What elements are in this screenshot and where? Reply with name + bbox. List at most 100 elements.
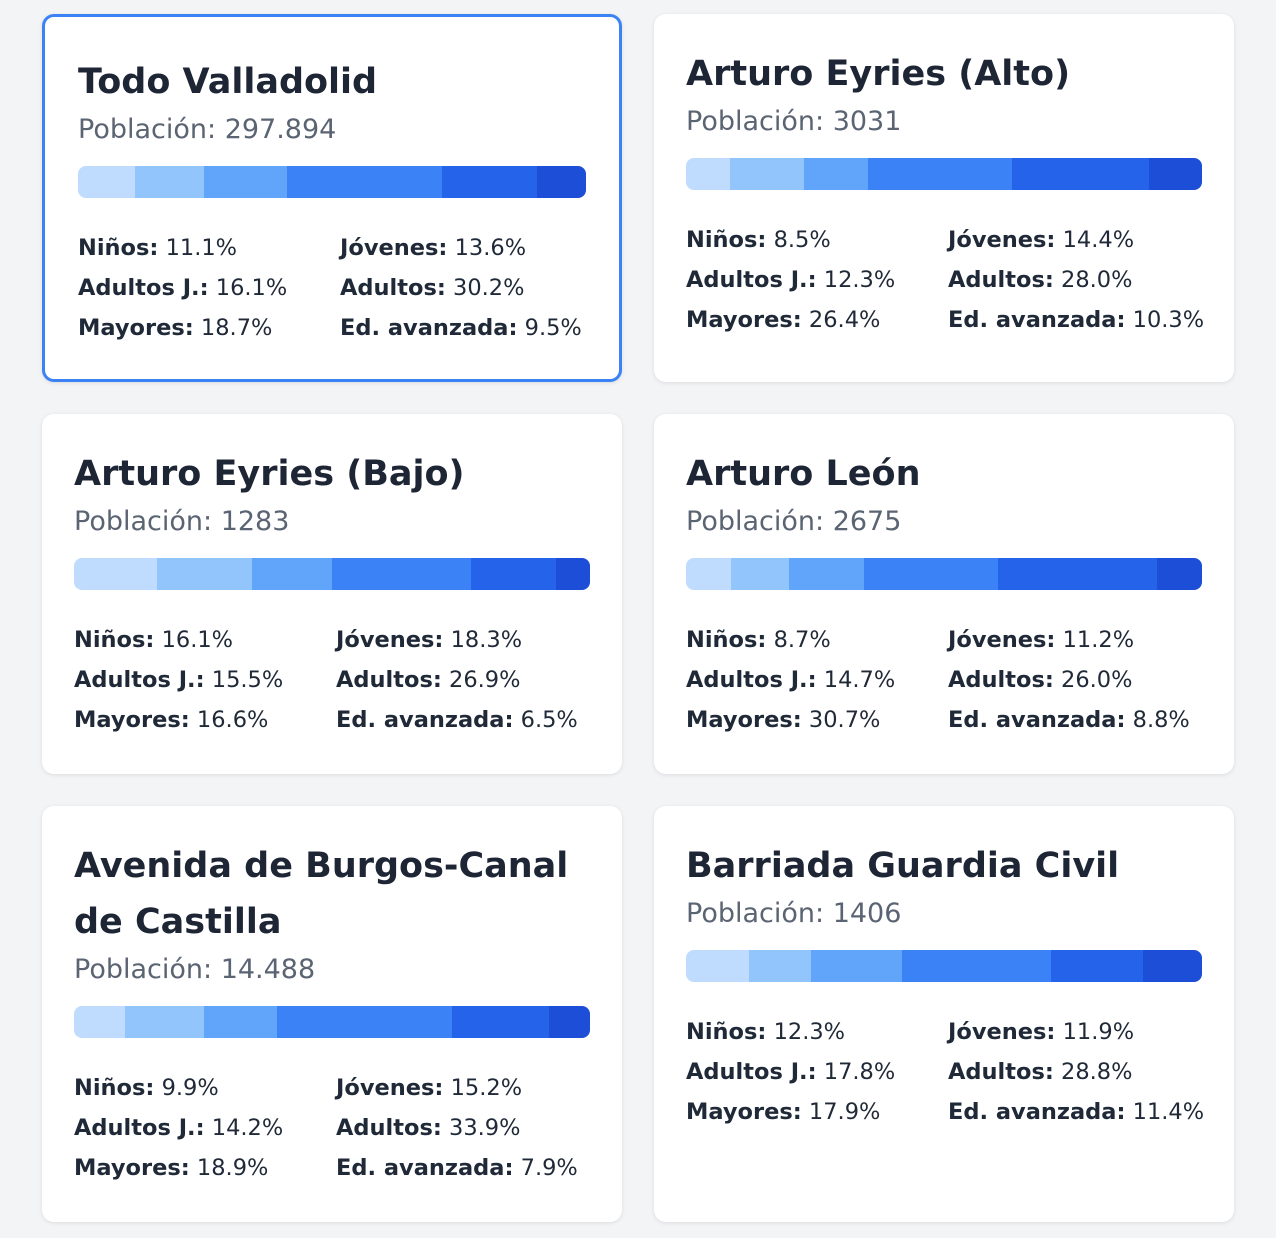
bar-segment-ninos — [74, 1006, 126, 1038]
bar-segment-ninos — [686, 950, 750, 982]
card-title: Arturo Eyries (Alto) — [686, 54, 1071, 94]
stat-adultos: Adultos: 28.0% — [948, 260, 1204, 300]
stat-adultos-j: Adultos J.: 14.7% — [686, 660, 948, 700]
stat-value: 16.1% — [215, 275, 288, 301]
bar-segment-ninos — [78, 166, 135, 198]
bar-segment-adultos-j — [251, 558, 332, 590]
stat-adultos-j: Adultos J.: 14.2% — [74, 1108, 336, 1148]
stat-label: Adultos J.: — [686, 1059, 817, 1085]
stat-jovenes: Jóvenes: 15.2% — [336, 1068, 590, 1108]
stat-label: Jóvenes: — [948, 627, 1056, 653]
stat-label: Adultos: — [336, 667, 442, 693]
population-label: Población: — [686, 506, 833, 537]
stat-value: 11.1% — [165, 235, 238, 261]
stat-label: Adultos: — [948, 667, 1054, 693]
stat-value: 26.4% — [808, 307, 881, 333]
age-distribution-bar — [686, 158, 1202, 190]
stat-ed-avanzada: Ed. avanzada: 10.3% — [948, 300, 1204, 340]
stat-label: Mayores: — [78, 315, 194, 341]
stat-adultos: Adultos: 30.2% — [340, 268, 586, 308]
stat-label: Ed. avanzada: — [340, 315, 518, 341]
stat-label: Adultos J.: — [78, 275, 209, 301]
population-value: 297.894 — [224, 114, 337, 145]
neighborhood-card[interactable]: Avenida de Burgos-Canal de Castilla Pobl… — [42, 806, 622, 1222]
stat-mayores: Mayores: 26.4% — [686, 300, 948, 340]
bar-segment-adultos — [331, 558, 471, 590]
bar-segment-ed-avanzada — [537, 166, 586, 198]
stat-label: Niños: — [74, 1075, 155, 1101]
stat-ed-avanzada: Ed. avanzada: 11.4% — [948, 1092, 1204, 1132]
population-text: Población: 14.488 — [74, 950, 590, 990]
stat-label: Jóvenes: — [948, 227, 1056, 253]
stat-mayores: Mayores: 16.6% — [74, 700, 336, 740]
stat-label: Adultos: — [340, 275, 446, 301]
bar-segment-mayores — [441, 166, 538, 198]
stat-label: Niños: — [686, 627, 767, 653]
population-value: 14.488 — [220, 954, 316, 985]
stat-value: 6.5% — [520, 707, 578, 733]
bar-segment-ninos — [74, 558, 158, 590]
stat-adultos-j: Adultos J.: 12.3% — [686, 260, 948, 300]
stat-adultos: Adultos: 26.0% — [948, 660, 1202, 700]
stat-label: Adultos J.: — [686, 267, 817, 293]
bar-segment-mayores — [1012, 158, 1149, 190]
stat-adultos: Adultos: 28.8% — [948, 1052, 1204, 1092]
stat-value: 16.1% — [161, 627, 234, 653]
neighborhood-card[interactable]: Arturo Eyries (Bajo) Población: 1283 Niñ… — [42, 414, 622, 774]
stat-ed-avanzada: Ed. avanzada: 6.5% — [336, 700, 590, 740]
stat-value: 15.5% — [211, 667, 284, 693]
stat-adultos: Adultos: 26.9% — [336, 660, 590, 700]
neighborhood-card[interactable]: Barriada Guardia Civil Población: 1406 N… — [654, 806, 1234, 1222]
bar-segment-adultos — [864, 558, 999, 590]
stat-ed-avanzada: Ed. avanzada: 9.5% — [340, 308, 586, 348]
stat-value: 30.7% — [808, 707, 881, 733]
stat-label: Mayores: — [74, 1155, 190, 1181]
population-value: 1406 — [832, 898, 902, 929]
stat-value: 11.4% — [1132, 1099, 1205, 1125]
stat-mayores: Mayores: 30.7% — [686, 700, 948, 740]
stat-value: 12.3% — [823, 267, 896, 293]
stat-jovenes: Jóvenes: 14.4% — [948, 220, 1204, 260]
stat-value: 7.9% — [520, 1155, 578, 1181]
bar-segment-adultos — [902, 950, 1051, 982]
age-stats: Niños: 9.9% Jóvenes: 15.2% Adultos J.: 1… — [74, 1068, 590, 1188]
stat-label: Adultos J.: — [686, 667, 817, 693]
neighborhood-card[interactable]: Arturo Eyries (Alto) Población: 3031 Niñ… — [654, 14, 1234, 382]
bar-segment-adultos — [867, 158, 1013, 190]
age-distribution-bar — [686, 558, 1202, 590]
bar-segment-jovenes — [749, 950, 811, 982]
stat-value: 30.2% — [453, 275, 525, 301]
stat-mayores: Mayores: 18.7% — [78, 308, 340, 348]
population-value: 1283 — [220, 506, 290, 537]
stat-adultos: Adultos: 33.9% — [336, 1108, 590, 1148]
neighborhood-card[interactable]: Arturo León Población: 2675 Niños: 8.7% … — [654, 414, 1234, 774]
bar-segment-ed-avanzada — [1148, 158, 1202, 190]
stat-label: Mayores: — [74, 707, 190, 733]
stat-value: 8.8% — [1132, 707, 1190, 733]
stat-label: Mayores: — [686, 707, 802, 733]
neighborhood-card[interactable]: Todo Valladolid Población: 297.894 Niños… — [42, 14, 622, 382]
bar-segment-jovenes — [125, 1006, 204, 1038]
population-text: Población: 1283 — [74, 502, 590, 542]
stat-value: 26.9% — [449, 667, 521, 693]
stat-value: 16.6% — [196, 707, 269, 733]
stat-label: Adultos J.: — [74, 1115, 205, 1141]
stat-value: 26.0% — [1061, 667, 1133, 693]
stat-ninos: Niños: 9.9% — [74, 1068, 336, 1108]
stat-value: 18.7% — [200, 315, 273, 341]
age-distribution-bar — [74, 1006, 590, 1038]
stat-mayores: Mayores: 17.9% — [686, 1092, 948, 1132]
stat-label: Ed. avanzada: — [336, 1155, 514, 1181]
stat-value: 18.3% — [450, 627, 523, 653]
stat-jovenes: Jóvenes: 11.2% — [948, 620, 1202, 660]
bar-segment-ed-avanzada — [549, 1006, 590, 1038]
stat-label: Adultos: — [948, 267, 1054, 293]
stat-label: Ed. avanzada: — [948, 307, 1126, 333]
age-stats: Niños: 8.7% Jóvenes: 11.2% Adultos J.: 1… — [686, 620, 1202, 740]
stat-value: 14.4% — [1062, 227, 1135, 253]
stat-value: 11.9% — [1062, 1019, 1135, 1045]
population-label: Población: — [74, 954, 221, 985]
age-distribution-bar — [686, 950, 1202, 982]
population-label: Población: — [686, 898, 833, 929]
stat-mayores: Mayores: 18.9% — [74, 1148, 336, 1188]
